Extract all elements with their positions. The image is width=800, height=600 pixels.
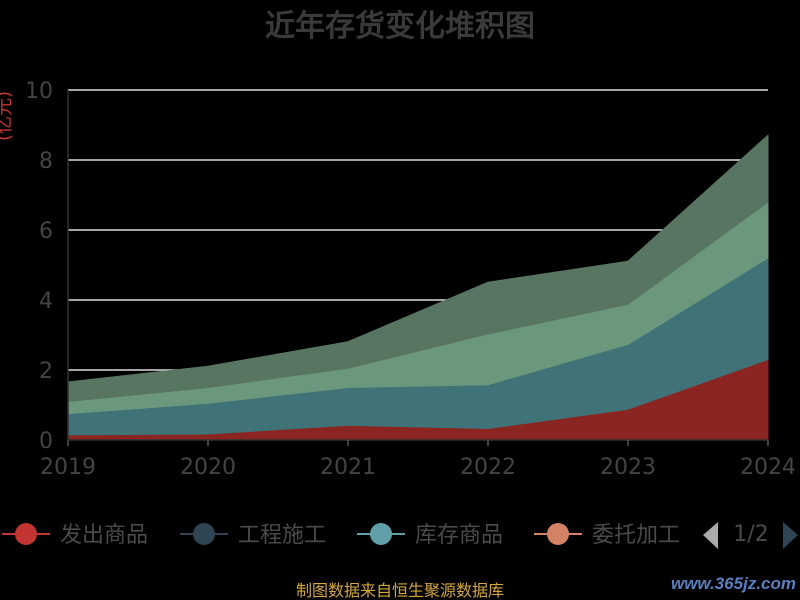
watermark: www.365jz.com [670, 574, 796, 593]
y-tick-label: 6 [39, 219, 53, 244]
legend-item-3[interactable]: 委托加工 [534, 523, 680, 548]
x-tick-label: 2020 [180, 455, 236, 480]
y-tick-label: 8 [39, 149, 53, 174]
x-tick-label: 2022 [460, 455, 516, 480]
y-tick-label: 10 [25, 79, 53, 104]
legend-item-1[interactable]: 工程施工 [180, 523, 326, 548]
x-tick-label: 2019 [40, 455, 96, 480]
legend-prev-icon[interactable] [703, 522, 718, 549]
legend[interactable]: 发出商品 工程施工 库存商品 委托加工 1/2 [2, 522, 798, 549]
source-note: 制图数据来自恒生聚源数据库 [296, 581, 504, 600]
legend-marker [15, 523, 37, 545]
x-tick-label: 2024 [740, 455, 796, 480]
legend-marker [370, 523, 392, 545]
chart-title: 近年存货变化堆积图 [265, 9, 535, 44]
legend-marker [547, 523, 569, 545]
y-axis-label: (亿元) [0, 91, 15, 141]
legend-page-indicator: 1/2 [733, 522, 768, 547]
x-tick-label: 2021 [320, 455, 376, 480]
y-tick-label: 2 [39, 359, 53, 384]
y-tick-label: 4 [39, 289, 53, 314]
legend-label: 委托加工 [592, 523, 680, 548]
legend-label: 发出商品 [60, 523, 148, 548]
x-tick-label: 2023 [600, 455, 656, 480]
legend-item-2[interactable]: 库存商品 [357, 523, 503, 548]
legend-item-0[interactable]: 发出商品 [2, 523, 148, 548]
series-areas [67, 134, 769, 441]
legend-marker [193, 523, 215, 545]
y-tick-label: 0 [39, 429, 53, 454]
legend-label: 库存商品 [415, 523, 503, 548]
axes: 0 2 4 6 8 10 2019 2020 2021 2022 2023 2024 [25, 79, 796, 480]
series-line-4 [67, 134, 769, 383]
legend-next-icon[interactable] [783, 522, 798, 549]
legend-label: 工程施工 [238, 523, 326, 548]
